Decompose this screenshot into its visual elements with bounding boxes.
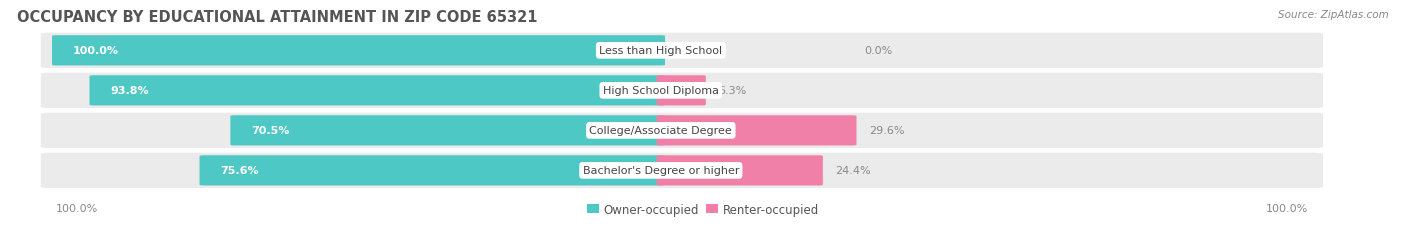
FancyBboxPatch shape	[657, 116, 856, 146]
Text: 100.0%: 100.0%	[1265, 203, 1308, 213]
Text: OCCUPANCY BY EDUCATIONAL ATTAINMENT IN ZIP CODE 65321: OCCUPANCY BY EDUCATIONAL ATTAINMENT IN Z…	[17, 10, 537, 25]
Text: 100.0%: 100.0%	[73, 46, 120, 56]
Text: 24.4%: 24.4%	[835, 166, 872, 176]
Text: 70.5%: 70.5%	[252, 126, 290, 136]
Text: Less than High School: Less than High School	[599, 46, 723, 56]
FancyBboxPatch shape	[90, 76, 665, 106]
Text: College/Associate Degree: College/Associate Degree	[589, 126, 733, 136]
FancyBboxPatch shape	[200, 156, 665, 186]
FancyBboxPatch shape	[41, 33, 1323, 69]
FancyBboxPatch shape	[52, 36, 665, 66]
Text: 75.6%: 75.6%	[221, 166, 259, 176]
Text: 93.8%: 93.8%	[111, 86, 149, 96]
Text: 6.3%: 6.3%	[718, 86, 747, 96]
FancyBboxPatch shape	[41, 73, 1323, 109]
Text: 0.0%: 0.0%	[865, 46, 893, 56]
Text: Bachelor's Degree or higher: Bachelor's Degree or higher	[582, 166, 740, 176]
Text: Source: ZipAtlas.com: Source: ZipAtlas.com	[1278, 10, 1389, 20]
Legend: Owner-occupied, Renter-occupied: Owner-occupied, Renter-occupied	[582, 198, 824, 221]
Text: High School Diploma: High School Diploma	[603, 86, 718, 96]
Text: 100.0%: 100.0%	[56, 203, 98, 213]
FancyBboxPatch shape	[41, 113, 1323, 148]
FancyBboxPatch shape	[657, 156, 823, 186]
FancyBboxPatch shape	[41, 153, 1323, 188]
FancyBboxPatch shape	[657, 76, 706, 106]
Text: 29.6%: 29.6%	[869, 126, 904, 136]
FancyBboxPatch shape	[231, 116, 665, 146]
